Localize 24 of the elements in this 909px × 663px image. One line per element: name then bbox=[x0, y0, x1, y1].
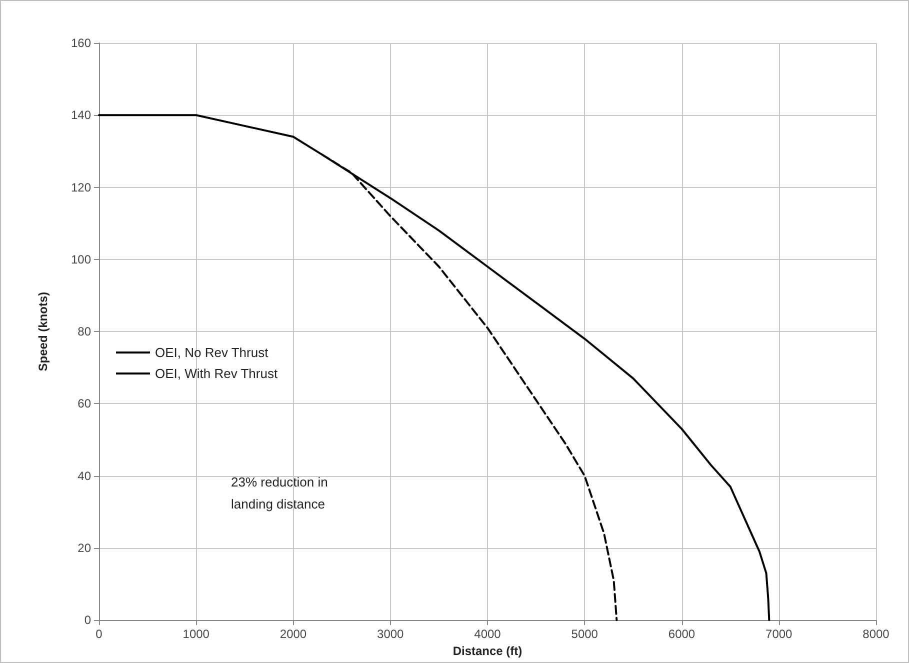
y-tick-label: 160 bbox=[70, 36, 92, 50]
x-axis-title: Distance (ft) bbox=[452, 644, 522, 658]
y-tick-label: 140 bbox=[70, 108, 92, 122]
y-tick-label: 60 bbox=[78, 396, 92, 411]
x-tick-label: 5000 bbox=[571, 627, 598, 642]
y-tick-label: 100 bbox=[70, 252, 92, 266]
x-tick-label: 1000 bbox=[182, 627, 210, 642]
x-tick-label: 3000 bbox=[377, 627, 404, 642]
legend-label: OEI, With Rev Thrust bbox=[155, 366, 278, 381]
x-tick-label: 8000 bbox=[862, 627, 890, 642]
y-tick-label: 40 bbox=[78, 468, 92, 483]
y-tick-label: 120 bbox=[70, 180, 92, 194]
x-tick-label: 4000 bbox=[474, 627, 502, 642]
y-tick-label: 20 bbox=[78, 540, 92, 555]
legend-label: OEI, No Rev Thrust bbox=[155, 345, 269, 360]
y-axis-title: Speed (knots) bbox=[36, 292, 50, 372]
x-tick-label: 2000 bbox=[280, 627, 307, 642]
annotation: 23% reduction in landing distance bbox=[231, 474, 328, 512]
x-tick-label: 0 bbox=[96, 627, 103, 642]
x-tick-label: 7000 bbox=[766, 627, 793, 642]
y-tick-label: 0 bbox=[84, 613, 92, 628]
x-tick-label: 6000 bbox=[668, 627, 696, 642]
line-series bbox=[98, 114, 770, 622]
y-tick-label: 80 bbox=[78, 324, 92, 339]
